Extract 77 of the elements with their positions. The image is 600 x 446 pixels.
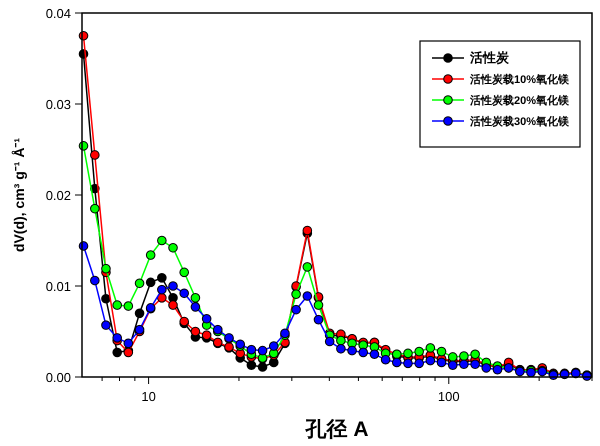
- point: [190, 326, 200, 336]
- point: [157, 273, 167, 283]
- point: [302, 226, 312, 236]
- point: [470, 359, 480, 370]
- point: [403, 358, 413, 368]
- legend-label: 活性炭: [469, 50, 510, 65]
- point: [202, 314, 212, 324]
- point: [134, 308, 144, 318]
- point: [90, 150, 100, 160]
- point: [459, 351, 469, 361]
- point: [246, 344, 256, 354]
- point: [314, 300, 324, 310]
- point: [112, 300, 122, 310]
- legend-label: 活性炭载10%氧化镁: [469, 73, 570, 86]
- point: [436, 346, 446, 356]
- point: [403, 348, 413, 358]
- point: [146, 278, 156, 288]
- point: [481, 363, 492, 373]
- point: [358, 348, 368, 358]
- point: [258, 346, 268, 356]
- point: [246, 360, 256, 370]
- point: [101, 264, 111, 274]
- point: [336, 344, 346, 354]
- point: [392, 358, 402, 368]
- point: [90, 276, 100, 286]
- point: [492, 364, 502, 375]
- point: [291, 304, 301, 314]
- point: [291, 289, 301, 299]
- point: [168, 300, 178, 310]
- point: [448, 360, 458, 370]
- x-tick-label: 100: [438, 389, 460, 404]
- point: [190, 293, 200, 303]
- point: [124, 301, 134, 311]
- point: [370, 349, 380, 360]
- y-tick-label: 0.02: [46, 188, 71, 203]
- point: [101, 320, 111, 330]
- point: [470, 349, 480, 360]
- point: [426, 343, 436, 353]
- point: [168, 242, 178, 253]
- point: [157, 284, 167, 294]
- point: [258, 362, 268, 372]
- point: [168, 281, 178, 291]
- x-tick-label: 10: [141, 389, 156, 404]
- point: [414, 346, 424, 356]
- point: [302, 262, 312, 272]
- point: [202, 330, 212, 340]
- x-axis-title: 孔径 A: [304, 418, 368, 441]
- point: [179, 268, 189, 278]
- y-tick-label: 0.03: [46, 97, 71, 112]
- point: [414, 358, 424, 368]
- point: [268, 341, 279, 351]
- point: [324, 336, 334, 346]
- y-tick-label: 0.01: [46, 279, 71, 294]
- y-tick-label: 0.00: [46, 370, 71, 385]
- point: [459, 359, 469, 370]
- legend-label: 活性炭载30%氧化镁: [469, 115, 570, 128]
- point: [112, 348, 122, 358]
- point: [146, 250, 156, 260]
- point: [448, 352, 458, 362]
- point: [190, 302, 200, 312]
- point: [179, 288, 189, 298]
- point: [336, 336, 346, 346]
- point: [347, 346, 357, 356]
- point: [314, 314, 324, 324]
- y-tick-label: 0.04: [46, 6, 71, 21]
- point: [302, 291, 312, 301]
- point: [112, 333, 122, 343]
- point: [436, 358, 446, 368]
- point: [134, 278, 144, 288]
- point: [380, 354, 390, 365]
- point: [124, 338, 134, 348]
- point: [157, 236, 167, 246]
- y-axis-title: dV(d), cm³ g⁻¹ Å⁻¹: [11, 138, 27, 252]
- point: [90, 204, 100, 214]
- point: [101, 294, 111, 304]
- legend-label: 活性炭载20%氧化镁: [469, 94, 570, 107]
- point: [426, 356, 436, 366]
